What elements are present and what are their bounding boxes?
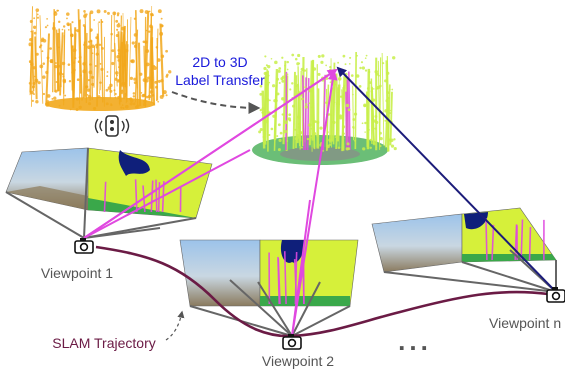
camera-icon — [546, 287, 565, 303]
frustum-viewpoint-n — [383, 249, 557, 293]
transfer-arrow — [171, 91, 261, 114]
transfer-label-line1: 2D to 3D — [192, 54, 247, 70]
viewpoint-n-label: Viewpoint n — [489, 315, 561, 331]
camera-icon — [74, 238, 94, 254]
labeled-point-cloud — [252, 52, 397, 165]
viewpoint-2-label: Viewpoint 2 — [262, 353, 334, 369]
more-viewpoints-ellipsis: ... — [398, 326, 432, 356]
image-plane-viewpoint-1 — [5, 147, 213, 219]
trajectory-pointer — [165, 310, 185, 341]
lidar-sensor-icon — [94, 115, 130, 137]
image-plane-viewpoint-n — [371, 207, 557, 273]
slam-trajectory-label: SLAM Trajectory — [52, 335, 155, 351]
projection-rays — [83, 66, 557, 337]
image-plane-viewpoint-2 — [179, 239, 359, 307]
transfer-label-line2: Label Transfer — [175, 72, 265, 88]
camera-icon — [282, 334, 302, 350]
raw-point-cloud — [28, 6, 172, 112]
viewpoint-1-label: Viewpoint 1 — [41, 265, 113, 281]
frustum-viewpoint-1 — [5, 147, 197, 239]
